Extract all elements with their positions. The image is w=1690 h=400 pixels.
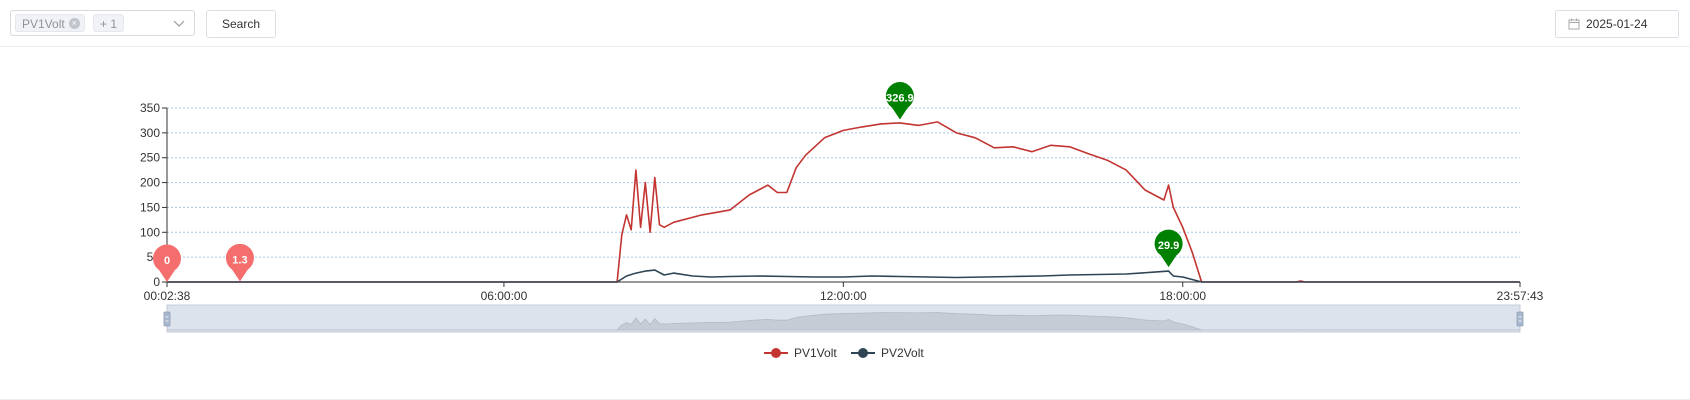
date-value: 2025-01-24 bbox=[1586, 17, 1648, 31]
marker-pin bbox=[1154, 229, 1183, 268]
marker-label: 326.9 bbox=[886, 92, 914, 104]
legend-symbol bbox=[771, 348, 781, 358]
marker-max-pv2volt: 29.9 bbox=[1154, 229, 1183, 268]
date-picker[interactable]: 2025-01-24 bbox=[1555, 10, 1679, 38]
zoom-preview-area bbox=[167, 312, 1520, 331]
selected-tag-label: PV1Volt bbox=[22, 17, 65, 31]
legend-label: PV1Volt bbox=[794, 346, 837, 360]
marker-pin bbox=[225, 243, 254, 282]
y-tick-label: 300 bbox=[140, 126, 160, 140]
x-tick-label: 06:00:00 bbox=[481, 289, 528, 303]
search-button[interactable]: Search bbox=[206, 10, 276, 38]
y-tick-label: 250 bbox=[140, 151, 160, 165]
marker-pin bbox=[885, 81, 914, 120]
marker-min-pv1volt: 0 bbox=[152, 244, 181, 282]
close-circle-icon[interactable]: × bbox=[68, 18, 80, 29]
marker-label: 29.9 bbox=[1158, 240, 1179, 252]
legend: PV1Volt PV2Volt bbox=[764, 346, 924, 360]
y-tick-label: 100 bbox=[140, 225, 160, 239]
toolbar: PV1Volt × + 1 Search 2025-01-24 bbox=[0, 0, 1690, 47]
marker-min-pv2volt: 1.3 bbox=[225, 243, 254, 282]
chevron-down-icon[interactable] bbox=[172, 16, 186, 30]
legend-label: PV2Volt bbox=[881, 346, 924, 360]
calendar-icon bbox=[1568, 18, 1580, 30]
legend-item-pv1volt[interactable]: PV1Volt bbox=[764, 346, 837, 360]
x-tick-label: 23:57:43 bbox=[1497, 289, 1544, 303]
legend-item-pv2volt[interactable]: PV2Volt bbox=[851, 346, 924, 360]
y-tick-label: 150 bbox=[140, 200, 160, 214]
y-tick-label: 350 bbox=[140, 101, 160, 115]
value-markers: 326.9 29.9 0 1.3 bbox=[152, 81, 1183, 282]
marker-label: 1.3 bbox=[232, 254, 247, 266]
more-tags-badge: + 1 bbox=[93, 14, 125, 32]
zoom-handle-left[interactable] bbox=[163, 311, 171, 327]
selected-tag-pv1volt: PV1Volt × bbox=[15, 14, 85, 32]
x-tick-label: 00:02:38 bbox=[144, 289, 191, 303]
series-lines bbox=[167, 121, 1520, 283]
voltage-chart: 050100150200250300350 00:02:3806:00:0012… bbox=[140, 81, 1544, 360]
series-select[interactable]: PV1Volt × + 1 bbox=[10, 10, 195, 36]
marker-label: 0 bbox=[164, 255, 170, 267]
x-tick-labels: 00:02:38 06:00:00 12:00:00 18:00:00 23:57:43 bbox=[144, 289, 1544, 303]
grid-lines bbox=[167, 107, 1520, 258]
legend-symbol bbox=[858, 348, 868, 358]
x-tick-label: 12:00:00 bbox=[820, 289, 867, 303]
series-line-pv1volt bbox=[167, 121, 1520, 283]
x-tick-label: 18:00:00 bbox=[1159, 289, 1206, 303]
series-line-pv2volt bbox=[167, 269, 1520, 283]
y-tick-label: 0 bbox=[153, 275, 160, 289]
data-zoom-slider[interactable] bbox=[163, 304, 1524, 333]
axes bbox=[162, 107, 1521, 287]
y-tick-label: 200 bbox=[140, 176, 160, 190]
marker-pin bbox=[152, 244, 181, 282]
zoom-handle-right[interactable] bbox=[1516, 311, 1524, 327]
marker-max-pv1volt: 326.9 bbox=[885, 81, 914, 120]
